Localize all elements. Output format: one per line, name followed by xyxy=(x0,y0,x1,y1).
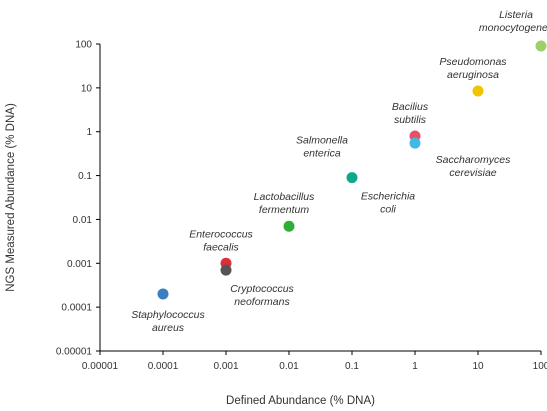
point-label-line: Cryptococcus xyxy=(230,283,294,295)
point-label: Escherichia coli xyxy=(361,191,415,216)
point-label-line: Lactobacillus xyxy=(254,191,315,203)
x-axis-title: Defined Abundance (% DNA) xyxy=(226,395,375,407)
point-label-line: monocytogenes xyxy=(479,22,547,34)
x-tick-label: 0.0001 xyxy=(148,361,179,372)
x-tick-label: 10 xyxy=(472,361,484,372)
point-label-line: enterica xyxy=(303,148,341,160)
point-label: Enterococcus faecalis xyxy=(189,228,253,253)
data-point xyxy=(472,85,484,97)
y-tick-label: 0.0001 xyxy=(61,303,92,314)
point-label-line: Pseudomonas xyxy=(439,56,507,68)
point-label-line: faecalis xyxy=(203,241,239,253)
data-point xyxy=(283,220,295,232)
data-point xyxy=(346,172,358,184)
x-tick-label: 0.1 xyxy=(345,361,359,372)
x-tick-label: 0.001 xyxy=(213,361,238,372)
y-tick-label: 100 xyxy=(75,40,92,51)
point-label-line: subtilis xyxy=(394,114,427,126)
x-tick-label: 0.01 xyxy=(279,361,299,372)
point-label: Pseudomonas aeruginosa xyxy=(439,56,507,81)
point-label-line: fermentum xyxy=(259,204,309,216)
axes xyxy=(99,44,541,352)
x-tick-label: 1 xyxy=(412,361,418,372)
point-label-line: Bacilius xyxy=(392,101,429,113)
point-label-line: neoformans xyxy=(234,296,290,308)
y-axis-title: NGS Measured Abundance (% DNA) xyxy=(5,103,17,292)
point-label: Saccharomyces cerevisiae xyxy=(436,154,511,179)
point-label: Lactobacillus fermentum xyxy=(254,191,315,216)
point-label-line: aeruginosa xyxy=(447,69,499,81)
x-tick-label: 0.00001 xyxy=(82,361,119,372)
point-label: Salmonella enterica xyxy=(296,135,348,160)
x-tick-labels: 0.00001 0.0001 0.001 0.01 0.1 1 10 100 xyxy=(82,351,547,372)
data-points xyxy=(157,40,547,300)
point-label-line: coli xyxy=(380,204,396,216)
point-label-line: Escherichia xyxy=(361,191,415,203)
y-tick-label: 10 xyxy=(81,83,93,94)
data-point xyxy=(409,137,421,149)
point-label: Staphylococcus aureus xyxy=(131,309,205,334)
y-tick-label: 0.001 xyxy=(67,259,92,270)
data-point xyxy=(535,40,547,52)
x-tick-label: 100 xyxy=(533,361,547,372)
point-label-line: Salmonella xyxy=(296,135,348,147)
point-label-line: Enterococcus xyxy=(189,228,253,240)
y-tick-labels: 0.00001 0.0001 0.001 0.01 0.1 1 10 100 xyxy=(56,40,100,358)
point-labels: Staphylococcus aureus Enterococcus faecalis… xyxy=(131,9,547,334)
point-label-line: Staphylococcus xyxy=(131,309,205,321)
y-tick-label: 1 xyxy=(86,127,92,138)
y-tick-label: 0.01 xyxy=(73,215,93,226)
point-label-line: cerevisiae xyxy=(449,167,496,179)
point-label: Cryptococcus neoformans xyxy=(230,283,294,308)
data-point xyxy=(157,288,169,300)
point-label: Bacilius subtilis xyxy=(392,101,429,126)
point-label-line: Saccharomyces xyxy=(436,154,511,166)
point-label-line: aureus xyxy=(152,322,185,334)
y-tick-label: 0.1 xyxy=(78,171,92,182)
point-label-line: Listeria xyxy=(499,9,533,21)
point-label: Listeria monocytogenes xyxy=(479,9,547,34)
y-tick-label: 0.00001 xyxy=(56,347,93,358)
data-point xyxy=(220,264,232,276)
